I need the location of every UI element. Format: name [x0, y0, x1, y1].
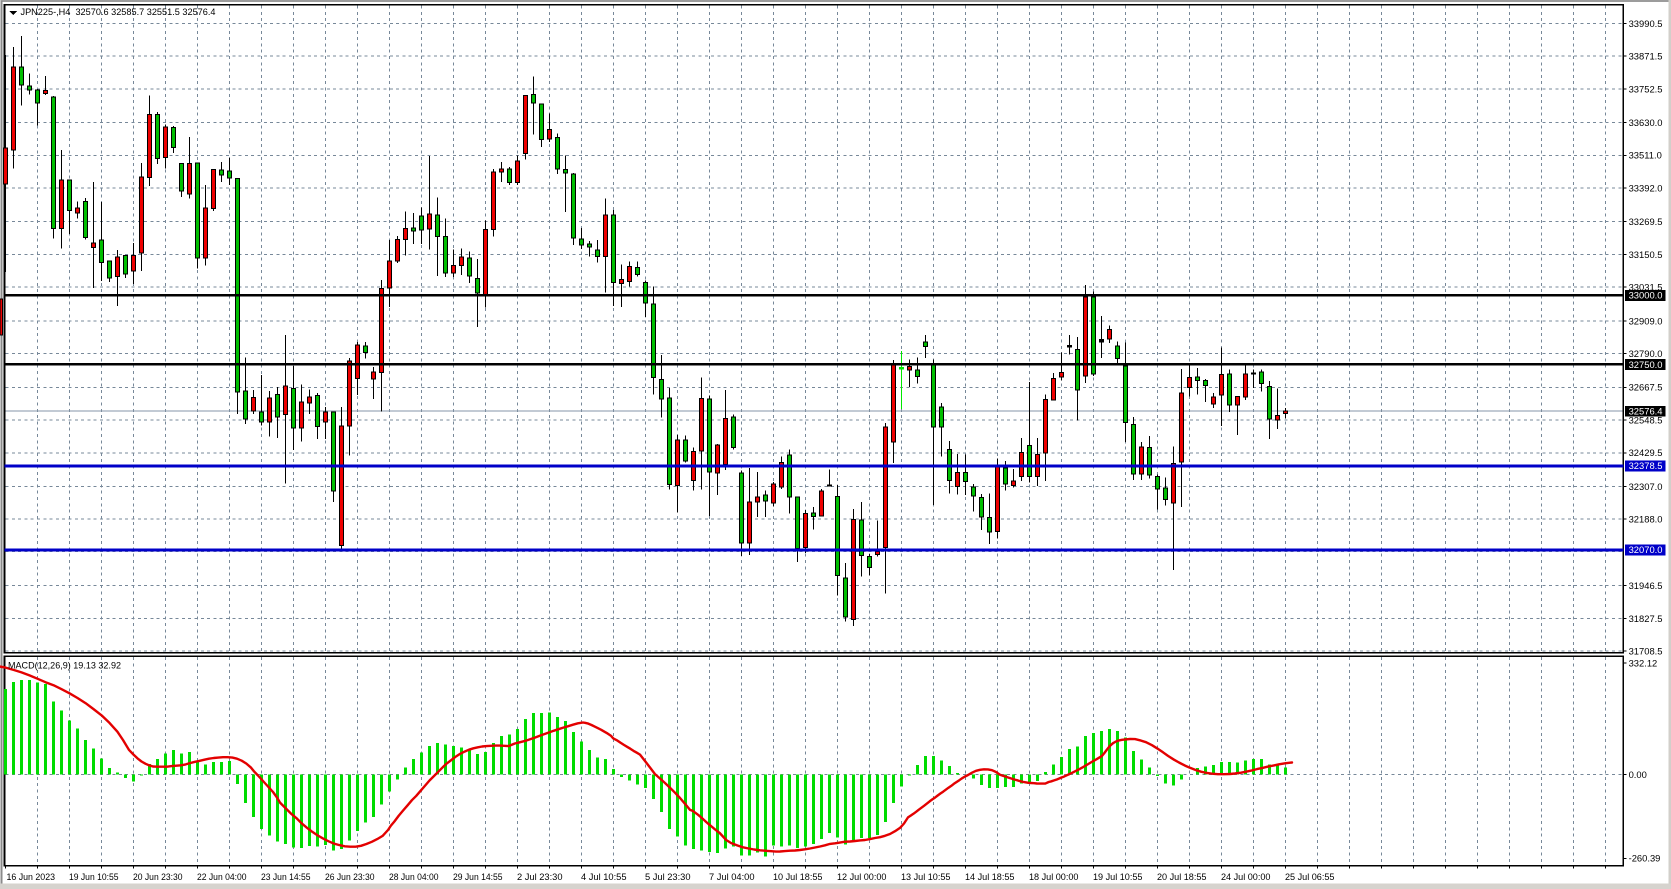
svg-text:0.00: 0.00 — [1629, 769, 1647, 780]
svg-text:32548.5: 32548.5 — [1629, 414, 1663, 425]
svg-text:16 Jun 2023: 16 Jun 2023 — [7, 871, 56, 882]
svg-text:32188.0: 32188.0 — [1629, 514, 1663, 525]
svg-text:19 Jun 10:55: 19 Jun 10:55 — [69, 871, 119, 882]
svg-text:32070.0: 32070.0 — [1629, 544, 1663, 555]
svg-text:31946.5: 31946.5 — [1629, 580, 1663, 591]
svg-text:28 Jun 04:00: 28 Jun 04:00 — [389, 871, 439, 882]
svg-text:32307.0: 32307.0 — [1629, 481, 1663, 492]
svg-text:18 Jul 00:00: 18 Jul 00:00 — [1029, 871, 1079, 882]
svg-text:32790.0: 32790.0 — [1629, 348, 1663, 359]
svg-text:33150.5: 33150.5 — [1629, 249, 1663, 260]
svg-text:32909.0: 32909.0 — [1629, 315, 1663, 326]
svg-text:4 Jul 10:55: 4 Jul 10:55 — [581, 871, 627, 882]
svg-text:24 Jul 00:00: 24 Jul 00:00 — [1221, 871, 1271, 882]
svg-text:32750.0: 32750.0 — [1629, 359, 1663, 370]
svg-text:19 Jul 10:55: 19 Jul 10:55 — [1093, 871, 1143, 882]
svg-text:32576.4: 32576.4 — [1629, 406, 1663, 417]
svg-text:33752.5: 33752.5 — [1629, 83, 1663, 94]
svg-text:-260.39: -260.39 — [1629, 853, 1661, 864]
svg-text:JPN225-,H4 32570.6 32585.7 32: JPN225-,H4 32570.6 32585.7 32551.5 32576… — [21, 7, 217, 18]
svg-text:32429.5: 32429.5 — [1629, 447, 1663, 458]
svg-text:22 Jun 04:00: 22 Jun 04:00 — [197, 871, 247, 882]
svg-text:33269.5: 33269.5 — [1629, 216, 1663, 227]
svg-text:31708.5: 31708.5 — [1629, 646, 1663, 657]
svg-text:32667.5: 32667.5 — [1629, 382, 1663, 393]
svg-text:2 Jul 23:30: 2 Jul 23:30 — [517, 871, 563, 882]
svg-text:23 Jun 14:55: 23 Jun 14:55 — [261, 871, 311, 882]
svg-text:7 Jul 04:00: 7 Jul 04:00 — [709, 871, 755, 882]
svg-text:33871.5: 33871.5 — [1629, 51, 1663, 62]
svg-text:20 Jun 23:30: 20 Jun 23:30 — [133, 871, 183, 882]
svg-text:32378.5: 32378.5 — [1629, 460, 1663, 471]
svg-text:14 Jul 18:55: 14 Jul 18:55 — [965, 871, 1015, 882]
svg-text:13 Jul 10:55: 13 Jul 10:55 — [901, 871, 951, 882]
svg-text:33630.0: 33630.0 — [1629, 117, 1663, 128]
svg-text:33031.5: 33031.5 — [1629, 282, 1663, 293]
svg-text:5 Jul 23:30: 5 Jul 23:30 — [645, 871, 691, 882]
svg-text:33000.0: 33000.0 — [1629, 290, 1663, 301]
svg-text:31827.5: 31827.5 — [1629, 613, 1663, 624]
svg-text:25 Jul 06:55: 25 Jul 06:55 — [1285, 871, 1335, 882]
svg-text:33392.0: 33392.0 — [1629, 182, 1663, 193]
svg-text:10 Jul 18:55: 10 Jul 18:55 — [773, 871, 823, 882]
svg-text:MACD(12,26,9) 19.13 32.92: MACD(12,26,9) 19.13 32.92 — [8, 661, 121, 672]
svg-text:33990.5: 33990.5 — [1629, 18, 1663, 29]
svg-text:20 Jul 18:55: 20 Jul 18:55 — [1157, 871, 1207, 882]
svg-text:26 Jun 23:30: 26 Jun 23:30 — [325, 871, 375, 882]
svg-text:12 Jul 00:00: 12 Jul 00:00 — [837, 871, 887, 882]
svg-text:29 Jun 14:55: 29 Jun 14:55 — [453, 871, 503, 882]
svg-text:33511.0: 33511.0 — [1629, 150, 1662, 161]
svg-text:332.12: 332.12 — [1629, 657, 1658, 668]
